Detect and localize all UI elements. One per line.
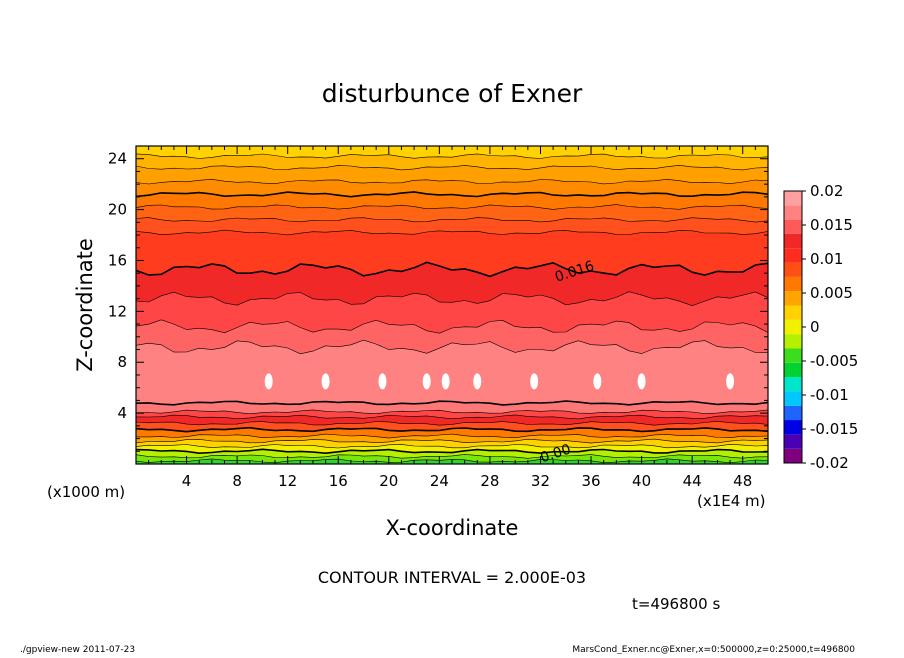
contour-line [136, 319, 768, 334]
colorbar-swatch [784, 405, 802, 421]
contour-max-cell [321, 373, 330, 390]
contour-line [136, 178, 768, 185]
x-tick-label: 32 [531, 472, 550, 490]
colorbar-swatch [784, 391, 802, 406]
colorbar-swatch [784, 305, 802, 320]
colorbar-swatch [784, 205, 802, 220]
contour-line [136, 443, 768, 449]
colorbar-label: 0.02 [810, 182, 843, 200]
contour-line [136, 137, 768, 142]
x-unit-label: (x1E4 m) [697, 492, 766, 510]
colorbar-swatch [784, 191, 802, 206]
contour-line [136, 291, 768, 307]
contour-line [136, 217, 768, 223]
colorbar-swatch [784, 276, 802, 292]
contour-line [136, 191, 768, 198]
contour-line [136, 414, 768, 420]
colorbar-swatch [784, 362, 802, 378]
contour-line [136, 426, 768, 433]
colorbar-swatch [784, 420, 802, 435]
contour-line [136, 339, 768, 355]
contour-line [136, 409, 768, 415]
colorbar-swatch [784, 233, 802, 249]
colorbar-label: -0.01 [810, 386, 849, 404]
colorbar-swatch [784, 348, 802, 363]
colorbar-swatch [784, 377, 802, 392]
footer-right: MarsCond_Exner.nc@Exner,x=0:500000,z=0:2… [572, 645, 855, 654]
colorbar-label: 0.015 [810, 216, 853, 234]
contour-max-cell [422, 373, 431, 390]
colorbar-swatch [784, 334, 802, 349]
colorbar-swatch [784, 291, 802, 306]
contour-line [136, 204, 768, 210]
y-tick-label: 20 [108, 201, 127, 219]
colorbar-label: -0.015 [810, 420, 858, 438]
y-tick-label: 12 [108, 302, 127, 320]
x-tick-label: 4 [182, 472, 192, 490]
x-axis: 4 8 12 16 20 24 28 32 36 40 44 48 [148, 146, 756, 490]
footer-left: ./gpview-new 2011-07-23 [20, 645, 135, 654]
contour-line [136, 458, 768, 464]
x-tick-label: 20 [379, 472, 398, 490]
contour-interval: CONTOUR INTERVAL = 2.000E-03 [318, 568, 586, 587]
time-label: t=496800 s [632, 595, 720, 613]
y-unit-label: (x1000 m) [47, 483, 125, 501]
x-tick-label: 48 [733, 472, 752, 490]
colorbar-label: 0.005 [810, 284, 853, 302]
contour-line [136, 400, 768, 406]
contour-line [136, 261, 768, 278]
y-axis: 4 8 12 16 20 24 [108, 150, 768, 452]
contour-line [136, 438, 768, 444]
x-tick-label: 16 [329, 472, 348, 490]
x-tick-label: 28 [480, 472, 499, 490]
x-tick-label: 40 [632, 472, 651, 490]
colorbar-labels: 0.02 0.015 0.01 0.005 0 -0.005 -0.01 -0.015 -0.0… [802, 182, 858, 472]
contour-lines [136, 137, 768, 464]
chart-title: disturbunce of Exner [322, 79, 583, 108]
y-tick-label: 16 [108, 251, 127, 269]
contour-line [136, 448, 768, 455]
colorbar-swatch [784, 262, 802, 277]
colorbar-swatch [784, 434, 802, 449]
x-tick-label: 8 [232, 472, 242, 490]
colorbar-label: -0.02 [810, 454, 849, 472]
contour-line [136, 433, 768, 439]
colorbar [783, 190, 803, 464]
contour-line [136, 164, 768, 171]
contour-max-cell [637, 373, 646, 390]
x-tick-label: 44 [683, 472, 702, 490]
colorbar-label: -0.005 [810, 352, 858, 370]
y-tick-label: 4 [117, 404, 127, 422]
contour-line [136, 229, 768, 236]
colorbar-swatch [784, 319, 802, 335]
x-tick-label: 24 [430, 472, 449, 490]
colorbar-swatch [784, 448, 802, 463]
contour-fill [136, 146, 768, 464]
contour-max-cell [726, 373, 735, 390]
y-tick-label: 24 [108, 150, 127, 168]
colorbar-label: 0.01 [810, 250, 843, 268]
contour-max-cell [530, 373, 539, 390]
contour-max-cell [593, 373, 602, 390]
contour-max-cell [378, 373, 387, 390]
contour-max-cell [441, 373, 450, 390]
colorbar-swatch [784, 248, 802, 263]
y-tick-label: 8 [117, 353, 127, 371]
colorbar-label: 0 [810, 318, 820, 336]
contour-line [136, 454, 768, 459]
x-tick-label: 36 [581, 472, 600, 490]
contour-line [136, 420, 768, 426]
x-tick-label: 12 [278, 472, 297, 490]
contour-max-cell [473, 373, 482, 390]
colorbar-swatch [784, 219, 802, 234]
contour-max-cell [264, 373, 273, 390]
x-axis-label: X-coordinate [386, 516, 519, 540]
contour-line [136, 153, 768, 159]
y-axis-label: Z-coordinate [73, 238, 97, 372]
